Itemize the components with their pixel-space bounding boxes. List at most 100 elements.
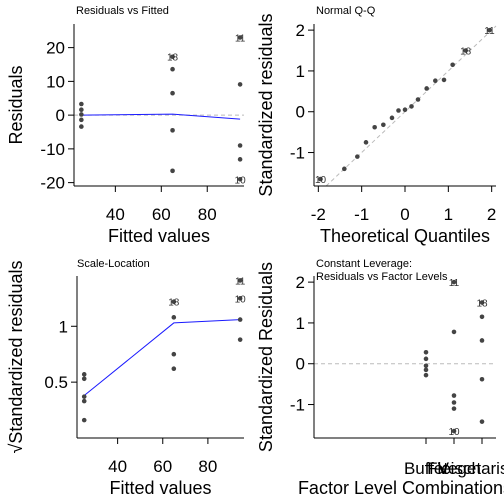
x-tick-label: 80 <box>198 457 217 476</box>
data-point <box>441 77 447 83</box>
labeled-data-point <box>318 176 323 182</box>
y-tick-label: -1 <box>290 396 305 415</box>
data-point <box>479 314 485 320</box>
y-tick-label: -1 <box>290 144 305 163</box>
data-point <box>170 128 175 133</box>
point-label: 18 <box>168 298 180 309</box>
y-tick-label: 20 <box>46 39 65 58</box>
data-point <box>423 367 429 373</box>
panel-subtitle: Residuals vs Factor Levels <box>316 271 448 283</box>
smoother-line <box>83 319 241 396</box>
data-point <box>81 372 87 377</box>
data-point <box>372 124 377 130</box>
data-point <box>79 124 84 129</box>
data-point <box>423 356 429 362</box>
data-point <box>81 394 87 399</box>
y-tick-label: 2 <box>296 21 305 40</box>
labeled-data-point <box>237 278 243 283</box>
point-label: 18 <box>476 299 488 310</box>
labeled-data-point <box>237 35 243 40</box>
data-point <box>81 398 87 404</box>
point-label: 10 <box>448 427 460 438</box>
y-axis-label-text: Standardized residuals <box>256 13 276 196</box>
labeled-data-point <box>171 299 177 304</box>
labeled-data-point <box>170 54 175 60</box>
data-point <box>415 97 421 102</box>
y-tick-label: 0 <box>296 103 305 122</box>
point-label: 18 <box>167 53 179 64</box>
labeled-data-point <box>487 27 492 33</box>
qq-reference-line <box>325 25 497 187</box>
y-axis-label-text: Standardized Residuals <box>256 262 276 452</box>
data-point <box>171 315 177 320</box>
y-tick-label: 10 <box>46 72 65 91</box>
data-point <box>363 140 369 145</box>
data-point <box>170 168 175 174</box>
data-point <box>479 376 485 382</box>
y-tick-label: 2 <box>296 273 305 292</box>
data-point <box>433 78 438 84</box>
y-tick-label: 0.5 <box>44 373 68 392</box>
data-point <box>79 107 84 113</box>
x-tick-label: 40 <box>108 457 127 476</box>
y-axis-label: Residuals <box>6 65 26 144</box>
data-point <box>381 122 386 128</box>
data-point <box>396 108 401 113</box>
panel-title: Normal Q-Q <box>316 5 376 17</box>
y-tick-label: 0 <box>56 106 65 125</box>
x-tick-label: 0 <box>400 205 409 224</box>
data-point <box>423 350 429 355</box>
y-tick-label: 1 <box>296 314 305 333</box>
panel-title: Constant Leverage: <box>316 258 412 270</box>
panel-4: -1 0 1 2 BuffetFleischVegetarisch 11 18 10 Const… <box>256 258 504 498</box>
data-point <box>355 154 360 159</box>
data-point <box>450 62 455 68</box>
x-tick-label: -1 <box>354 205 369 224</box>
data-point <box>170 90 175 96</box>
x-axis-label: Fitted values <box>109 478 211 498</box>
y-tick-label: -10 <box>40 140 65 159</box>
x-tick-label: Vegetarisch <box>438 459 504 478</box>
point-label: 18 <box>460 47 472 58</box>
data-point <box>402 107 408 112</box>
data-point <box>451 406 457 411</box>
y-tick-label: 1 <box>59 317 68 336</box>
y-tick-label: 1 <box>296 62 305 81</box>
data-point <box>451 329 457 335</box>
data-point <box>237 337 243 342</box>
data-point <box>237 317 243 322</box>
x-axis-label: Factor Level Combinations <box>298 478 504 498</box>
data-point <box>237 143 243 148</box>
data-point <box>171 366 177 372</box>
labeled-data-point <box>463 48 468 53</box>
x-axis-label: Fitted values <box>108 226 210 246</box>
y-tick-label: -20 <box>40 174 65 193</box>
data-point <box>479 338 485 343</box>
x-tick-label: Buffet <box>404 459 448 478</box>
point-label: 11 <box>235 34 246 45</box>
smoother-line <box>81 113 241 120</box>
data-point <box>423 363 429 369</box>
data-point <box>237 157 243 162</box>
labeled-data-point <box>237 176 243 182</box>
data-point <box>81 417 87 423</box>
panel-3: 0.5 1 40 60 80 11 18 10 Scale-Location Fitted val… <box>6 258 246 498</box>
point-label: 10 <box>315 175 327 186</box>
data-point <box>79 112 84 117</box>
y-axis-label: Standardized residuals <box>256 13 276 196</box>
labeled-data-point <box>451 279 457 285</box>
data-point <box>424 86 429 91</box>
x-tick-label: 60 <box>153 457 172 476</box>
y-axis-label-text: Standardized residuals <box>6 260 26 443</box>
point-label: 11 <box>484 26 495 37</box>
x-tick-label: Fleisch <box>427 459 481 478</box>
data-point <box>409 104 414 109</box>
y-axis-label: Standardized Residuals <box>256 262 276 452</box>
panel-title: Scale-Location <box>77 258 150 270</box>
y-axis-label-text: Residuals <box>6 65 26 144</box>
point-label: 10 <box>235 294 247 305</box>
data-point <box>342 166 347 172</box>
data-point <box>81 376 87 382</box>
panel-2: -1 0 1 2 -2 -1 0 1 2 11 18 10 Normal Q-Q Theoretical … <box>256 5 496 246</box>
